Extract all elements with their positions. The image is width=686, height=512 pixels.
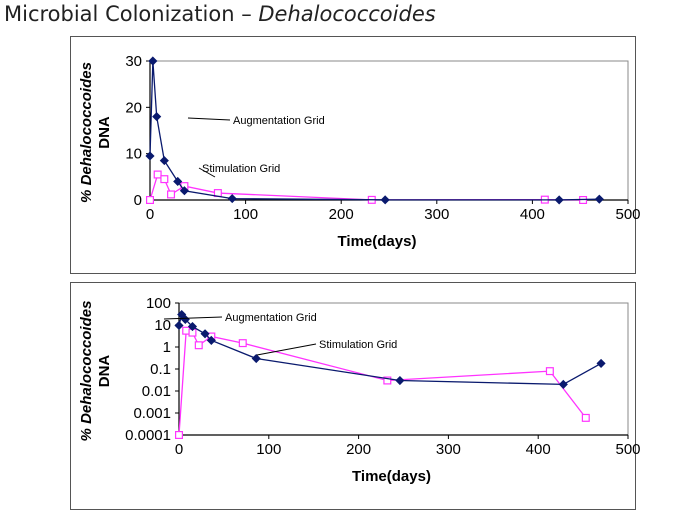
x-tick-label: 0 — [175, 441, 183, 458]
y-tick-label: 0.0001 — [125, 427, 171, 444]
chart-panel-log: 0 100 200 300 400 500 0.0001 0.001 0.01 0.1 1 10 100… — [70, 282, 641, 510]
data-point-diamond — [227, 194, 237, 204]
chart-linear-svg: 0 100 200 300 400 500 0 10 20 30 Time(days) % Dehal… — [78, 53, 641, 250]
annotation-leader — [256, 343, 317, 356]
data-point-square — [581, 413, 590, 422]
data-point-diamond — [554, 195, 564, 205]
data-point-square — [545, 367, 554, 376]
data-point-diamond — [187, 321, 198, 332]
annotation-label: Stimulation Grid — [319, 339, 397, 351]
slide-title-organism: Dehalococcoides — [258, 2, 436, 26]
data-point-square — [238, 339, 247, 348]
data-point-diamond — [179, 186, 189, 196]
y-tick-label: 1 — [163, 339, 171, 356]
annotation-label: Stimulation Grid — [202, 163, 280, 175]
data-point-square — [383, 376, 392, 385]
data-point-square — [160, 175, 169, 184]
data-point-square — [167, 190, 176, 199]
x-tick-label: 300 — [436, 441, 461, 458]
data-point-diamond — [380, 195, 390, 205]
x-axis-title: Time(days) — [338, 233, 417, 250]
data-point-diamond — [159, 156, 169, 166]
x-tick-label: 100 — [256, 441, 281, 458]
series-augmentation — [145, 56, 604, 205]
y-tick-label: 100 — [146, 295, 171, 312]
x-tick-label: 500 — [615, 206, 640, 223]
data-point-diamond — [174, 320, 184, 331]
chart-panel-linear: 0 100 200 300 400 500 0 10 20 30 Time(days) % Dehal… — [70, 36, 641, 274]
y-axis-title: % Dehalococcoides — [78, 62, 95, 203]
data-point-diamond — [200, 329, 210, 339]
series-line — [149, 60, 600, 201]
x-tick-label: 500 — [615, 441, 640, 458]
y-tick-label: 20 — [125, 99, 142, 116]
data-point-diamond — [152, 112, 162, 122]
y-tick-label: 10 — [154, 317, 171, 334]
x-tick-label: 200 — [329, 206, 354, 223]
data-point-diamond — [145, 151, 155, 161]
x-axis-title: Time(days) — [352, 468, 431, 485]
y-axis-title: % Dehalococcoides — [78, 301, 95, 442]
data-point-diamond — [594, 194, 604, 204]
x-tick-label: 400 — [520, 206, 545, 223]
slide-title: Microbial Colonization – Dehalococcoides — [4, 2, 436, 26]
data-point-diamond — [251, 353, 261, 364]
plot-area — [149, 60, 629, 201]
data-point-diamond — [596, 358, 606, 368]
y-axis-title-line2: DNA — [96, 355, 113, 388]
series-augmentation — [174, 309, 606, 389]
y-tick-label: 0.1 — [150, 361, 171, 378]
x-tick-label: 200 — [346, 441, 371, 458]
data-point-square — [194, 341, 203, 350]
x-tick-label: 100 — [233, 206, 258, 223]
y-tick-label: 0.01 — [142, 383, 171, 400]
y-tick-label: 30 — [125, 53, 142, 70]
slide-title-main: Microbial Colonization – — [4, 2, 259, 26]
y-axis-title-line2: DNA — [96, 116, 113, 149]
annotation-label: Augmentation Grid — [233, 115, 325, 127]
annotation-leader — [163, 316, 223, 320]
y-tick-label: 0 — [134, 192, 142, 209]
data-point-diamond — [173, 176, 183, 187]
data-point-square — [174, 431, 183, 440]
annotation-leader — [198, 167, 216, 178]
data-point-diamond — [148, 56, 158, 66]
x-tick-label: 0 — [146, 206, 154, 223]
y-tick-label: 0.001 — [133, 405, 171, 422]
annotation-leader — [187, 117, 231, 121]
y-tick-label: 10 — [125, 146, 142, 163]
data-point-square — [145, 195, 154, 204]
chart-log-svg: 0 100 200 300 400 500 0.0001 0.001 0.01 0.1 1 10 100… — [78, 295, 641, 485]
x-tick-label: 300 — [424, 206, 449, 223]
data-point-diamond — [206, 335, 216, 345]
data-point-diamond — [395, 375, 405, 386]
data-point-square — [153, 170, 162, 179]
annotation-label: Augmentation Grid — [225, 312, 317, 324]
x-tick-label: 400 — [526, 441, 551, 458]
data-point-diamond — [558, 379, 568, 389]
